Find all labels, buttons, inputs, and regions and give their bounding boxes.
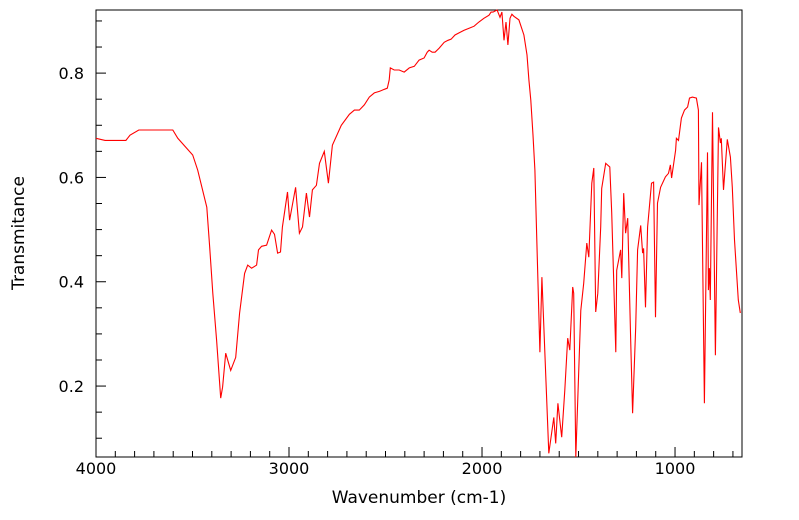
x-tick-label: 4000 bbox=[76, 459, 117, 478]
plot-frame bbox=[95, 9, 743, 458]
tick-labels: 4000 3000 2000 1000 0.2 0.4 0.6 0.8 bbox=[59, 64, 696, 478]
y-tick-label: 0.6 bbox=[59, 168, 84, 187]
x-tick-label: 3000 bbox=[269, 459, 310, 478]
spectrum-line bbox=[95, 9, 741, 458]
x-tick-label: 1000 bbox=[655, 459, 696, 478]
x-axis-label: Wavenumber (cm-1) bbox=[332, 488, 507, 508]
axis-ticks bbox=[95, 20, 734, 457]
x-tick-label: 2000 bbox=[462, 459, 503, 478]
y-tick-label: 0.2 bbox=[59, 377, 84, 396]
y-tick-label: 0.8 bbox=[59, 64, 84, 83]
y-tick-label: 0.4 bbox=[59, 273, 84, 292]
y-axis-label: Transmitance bbox=[9, 176, 29, 291]
